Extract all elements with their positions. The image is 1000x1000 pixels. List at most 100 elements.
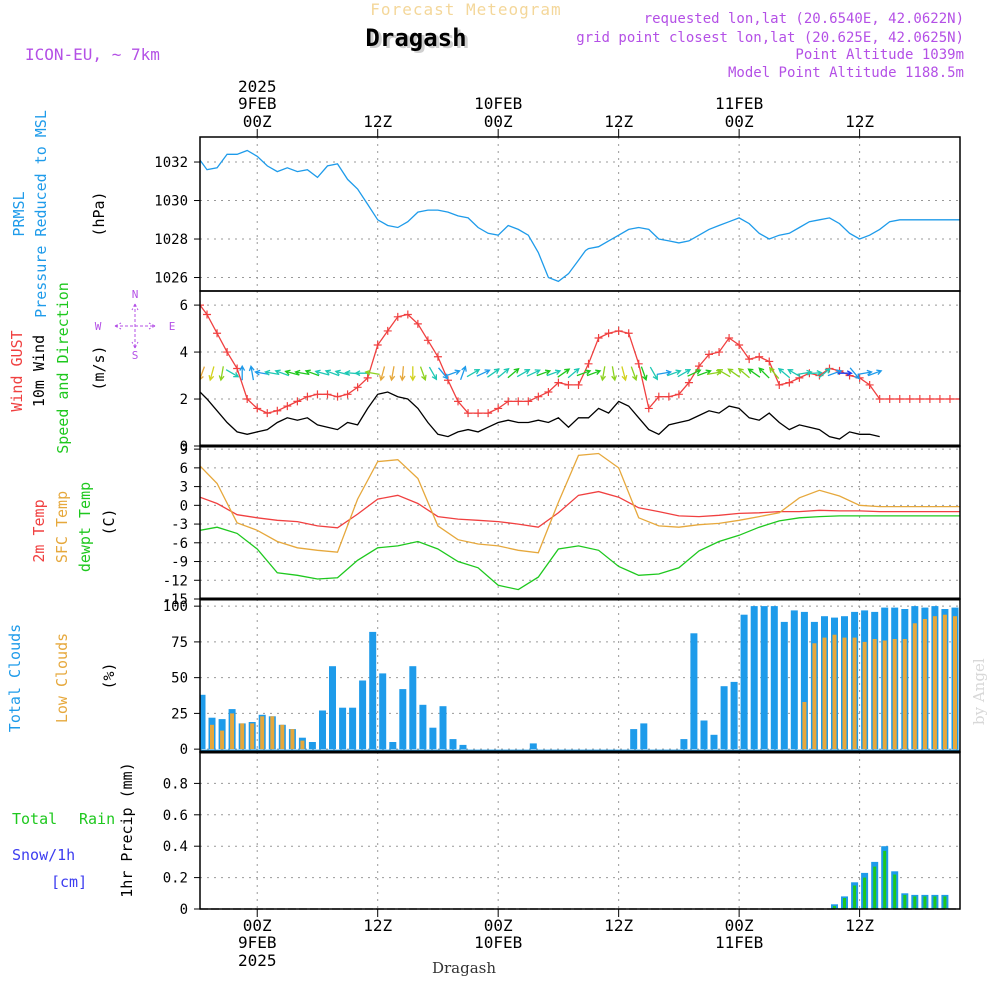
y-tick-label: 75 <box>171 635 188 651</box>
wind-direction-arrow <box>697 369 712 377</box>
wind-direction-arrow <box>807 370 823 376</box>
low-cloud-bar <box>922 619 927 750</box>
gust-marker <box>674 390 683 399</box>
gust-marker <box>273 406 282 415</box>
precip-total-label: Total <box>12 810 57 828</box>
gust-marker <box>454 397 463 406</box>
gust-marker <box>694 362 703 371</box>
panel-frame <box>199 751 961 910</box>
low-cloud-bar <box>210 724 214 750</box>
wind-direction-arrow <box>466 369 481 378</box>
gust-marker <box>725 333 734 342</box>
rain-precip-bar <box>833 905 836 909</box>
y-tick-label: 6 <box>180 461 188 477</box>
y-tick-label: 2 <box>180 392 188 408</box>
compass-west: W <box>95 320 102 333</box>
total-cloud-side-label: Total Clouds <box>6 624 24 732</box>
total-cloud-bar <box>720 686 728 750</box>
wind-direction-arrow <box>399 366 406 382</box>
y-tick-label: -6 <box>171 536 188 552</box>
low-cloud-side-label: Low Clouds <box>53 633 71 723</box>
low-cloud-bar <box>942 614 947 750</box>
top-time-label: 12Z <box>845 112 874 131</box>
gust-marker <box>423 336 432 345</box>
dewpt-side-label: dewpt Temp <box>76 482 94 572</box>
wind-direction-arrow <box>758 367 770 379</box>
top-time-label: 00Z <box>243 112 272 131</box>
total-cloud-bar <box>760 606 768 750</box>
wind-direction-arrow <box>334 369 350 376</box>
wind-direction-arrow <box>857 369 873 376</box>
gust-marker <box>895 395 904 404</box>
wind-direction-arrow <box>600 366 607 382</box>
gust-marker <box>544 387 553 396</box>
gust-marker <box>644 404 653 413</box>
point-altitude: Point Altitude 1039m <box>795 47 964 63</box>
gust-marker <box>223 348 232 357</box>
credit-text: by Angel <box>970 658 988 725</box>
gust-marker <box>885 395 894 404</box>
wind-direction-arrow <box>649 366 658 381</box>
gust-marker <box>715 348 724 357</box>
y-tick-label: 0 <box>180 742 188 758</box>
total-cloud-bar <box>329 666 336 750</box>
dewpoint-line <box>200 515 960 591</box>
model-name: ICON-EU, ~ 7km <box>25 45 160 64</box>
temp-group <box>200 452 960 591</box>
wind-direction-arrow <box>640 366 648 382</box>
total-cloud-bar <box>730 681 738 750</box>
gust-marker <box>200 301 204 310</box>
gust-marker <box>403 310 412 319</box>
cloud-group <box>200 606 960 751</box>
gust-marker <box>624 329 633 338</box>
wind-direction-arrow <box>389 366 396 382</box>
wind-direction-arrow <box>667 369 682 377</box>
wind-direction-arrow <box>248 364 255 381</box>
cloud-unit-label: (%) <box>100 662 118 689</box>
wind-direction-arrow <box>837 370 853 377</box>
rain-precip-bar <box>913 896 917 909</box>
wind-direction-arrow <box>428 366 438 381</box>
gust-marker <box>664 392 673 401</box>
total-cloud-bar <box>349 707 357 750</box>
compass-north: N <box>132 288 139 301</box>
wind-direction-arrow <box>586 369 602 377</box>
wind-direction-arrow <box>630 366 638 382</box>
bottom-time-label: 12Z <box>604 916 633 935</box>
y-tick-label: -12 <box>163 573 188 589</box>
total-cloud-bar <box>419 704 427 750</box>
precip-snow-label: Snow/1h <box>12 846 75 864</box>
bottom-date-label: 11FEB <box>715 933 763 952</box>
total-cloud-bar <box>379 673 387 750</box>
gust-marker <box>945 395 954 404</box>
total-cloud-bar <box>409 666 417 750</box>
wind-direction-arrow <box>747 368 761 378</box>
wind-direction-arrow <box>727 368 741 378</box>
total-cloud-bar <box>308 742 316 750</box>
wind-direction-arrow <box>419 366 427 382</box>
gust-marker <box>443 376 452 385</box>
y-tick-label: 9 <box>180 442 188 458</box>
gust-marker <box>323 390 332 399</box>
gust-marker <box>263 409 272 418</box>
wind-group <box>200 301 960 440</box>
bottom-year-label: 2025 <box>238 951 277 970</box>
gust-marker <box>494 404 503 413</box>
gust-marker <box>504 397 513 406</box>
wind-speed-line <box>200 391 880 440</box>
top-time-label: 12Z <box>363 112 392 131</box>
wind-direction-arrow <box>459 365 467 381</box>
gust-marker <box>614 326 623 335</box>
rain-precip-bar <box>933 896 937 909</box>
total-cloud-bar <box>429 727 437 750</box>
wind-direction-arrow <box>576 369 592 377</box>
temp-2m-line <box>200 490 960 529</box>
gust-marker <box>604 329 613 338</box>
y-tick-label: 0 <box>180 902 188 918</box>
low-cloud-bar <box>822 637 827 750</box>
low-cloud-bar <box>290 729 295 750</box>
panel-frame <box>199 445 961 600</box>
low-cloud-bar <box>932 616 937 750</box>
total-cloud-bar <box>750 606 758 750</box>
